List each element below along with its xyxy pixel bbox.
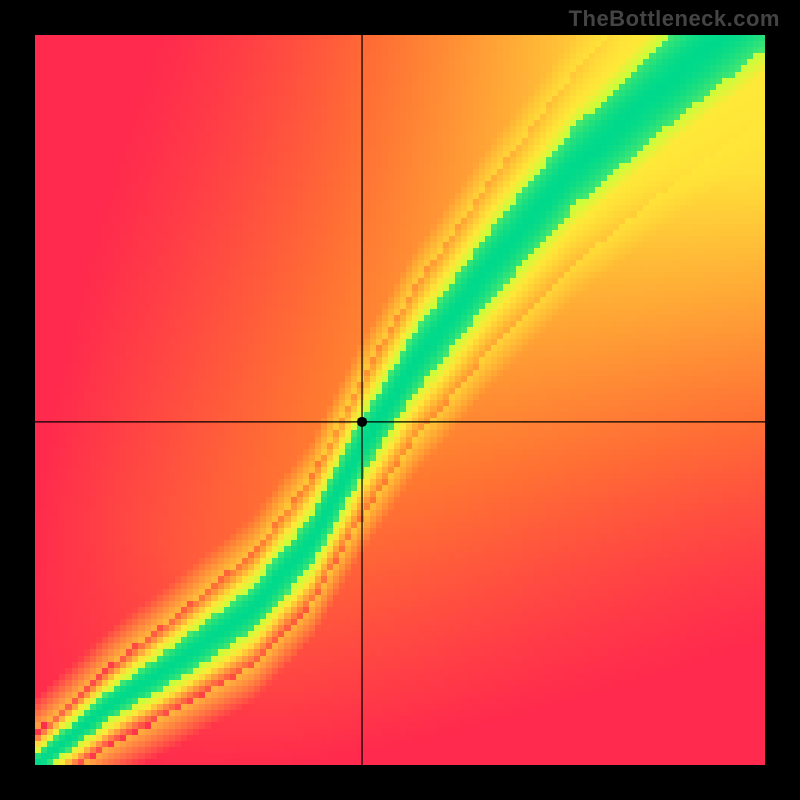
heatmap-canvas	[35, 35, 765, 765]
heatmap-plot	[35, 35, 765, 765]
watermark-text: TheBottleneck.com	[569, 6, 780, 32]
